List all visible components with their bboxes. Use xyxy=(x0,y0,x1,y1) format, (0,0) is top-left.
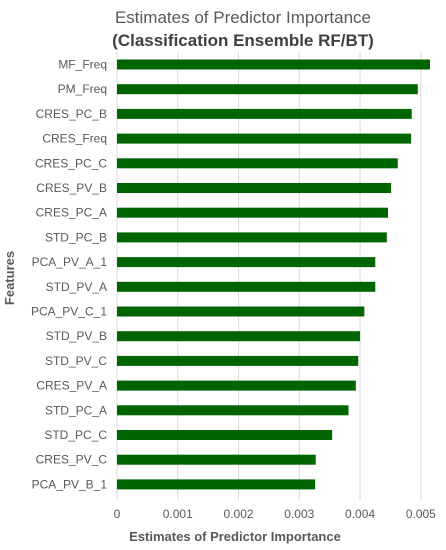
bar-mf-freq xyxy=(117,59,430,70)
category-label: STD_PV_A xyxy=(46,280,107,294)
x-tick-label: 0 xyxy=(114,507,121,521)
category-label: PM_Freq xyxy=(58,82,107,96)
category-label: CRES_PC_B xyxy=(36,107,107,121)
bar-std-pc-a xyxy=(117,405,349,416)
bar-std-pv-c xyxy=(117,355,359,366)
category-label: CRES_PC_A xyxy=(36,206,107,220)
category-label: STD_PV_B xyxy=(46,329,107,343)
x-tick-label: 0.004 xyxy=(345,507,375,521)
chart-title: Estimates of Predictor Importance xyxy=(115,8,371,27)
x-tick-label: 0.001 xyxy=(163,507,193,521)
category-label: CRES_PV_C xyxy=(36,453,108,467)
bar-std-pv-b xyxy=(117,331,361,342)
bars xyxy=(117,59,430,490)
x-tick-label: 0.002 xyxy=(224,507,254,521)
x-tick-label: 0.003 xyxy=(284,507,314,521)
bar-cres-pv-a xyxy=(117,380,356,391)
bar-cres-pc-b xyxy=(117,108,412,119)
bar-std-pc-b xyxy=(117,232,387,243)
category-label: CRES_Freq xyxy=(42,132,107,146)
bar-std-pv-a xyxy=(117,281,376,292)
category-label: CRES_PV_B xyxy=(36,181,107,195)
bar-pca-pv-a-1 xyxy=(117,257,376,268)
bar-std-pc-c xyxy=(117,430,333,440)
x-axis-title: Estimates of Predictor Importance xyxy=(129,529,341,544)
category-label: STD_PV_C xyxy=(45,354,107,368)
bar-pca-pv-c-1 xyxy=(117,306,365,317)
bar-cres-freq xyxy=(117,133,412,144)
chart-subtitle: (Classification Ensemble RF/BT) xyxy=(112,31,374,50)
category-labels: MF_Freq PM_Freq CRES_PC_B CRES_Freq CRES_PC_… xyxy=(31,58,107,492)
category-label: PCA_PV_B_1 xyxy=(32,477,108,491)
bar-pm-freq xyxy=(117,84,418,95)
category-label: STD_PC_B xyxy=(45,230,107,244)
category-label: MF_Freq xyxy=(58,58,107,72)
bar-cres-pc-c xyxy=(117,158,398,169)
x-tick-labels: 0 0.001 0.002 0.003 0.004 0.005 xyxy=(114,507,437,521)
bar-cres-pv-c xyxy=(117,454,316,465)
category-label: PCA_PV_C_1 xyxy=(31,305,107,319)
bar-cres-pv-b xyxy=(117,183,392,193)
x-tick-label: 0.005 xyxy=(406,507,436,521)
category-label: STD_PC_A xyxy=(45,403,107,417)
category-label: CRES_PV_A xyxy=(36,379,107,393)
bar-cres-pc-a xyxy=(117,207,389,218)
bar-pca-pv-b-1 xyxy=(117,479,316,490)
category-label: CRES_PC_C xyxy=(35,156,107,170)
category-label: PCA_PV_A_1 xyxy=(32,255,108,269)
gridlines xyxy=(116,52,422,500)
y-axis-title: Features xyxy=(2,251,17,305)
category-label: STD_PC_C xyxy=(44,428,107,442)
